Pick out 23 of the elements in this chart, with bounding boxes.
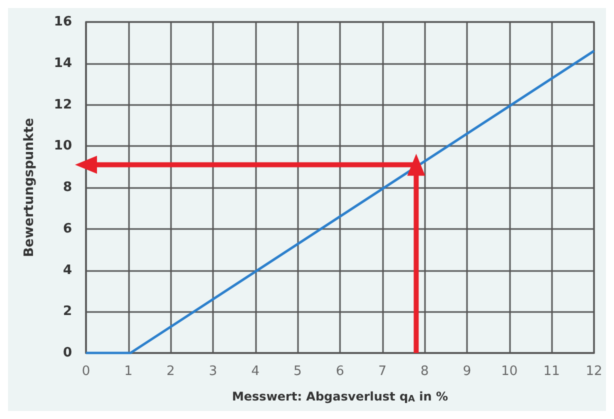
- y-tick-label: 12: [54, 97, 72, 112]
- y-tick-label: 8: [62, 180, 72, 195]
- x-tick-label: 12: [586, 364, 602, 379]
- x-tick-label: 11: [543, 364, 560, 379]
- y-tick-label: 4: [62, 262, 72, 278]
- y-axis-title: Bewertungspunkte: [22, 118, 37, 258]
- y-tick-label: 0: [62, 346, 72, 360]
- x-tick-label: 3: [208, 364, 218, 379]
- x-tick-label: 2: [166, 364, 175, 379]
- y-tick-label: 2: [62, 304, 72, 320]
- x-tick-label: 5: [294, 364, 302, 379]
- x-tick-label: 1: [124, 364, 132, 379]
- y-tick-label: 10: [54, 138, 72, 154]
- x-tick-label: 0: [82, 364, 90, 379]
- x-tick-label: 4: [251, 364, 260, 379]
- x-tick-label: 10: [501, 364, 518, 379]
- x-tick-label: 8: [420, 364, 429, 379]
- y-tick-label: 16: [54, 14, 72, 30]
- y-tick-label: 14: [54, 56, 72, 71]
- x-tick-label: 9: [462, 364, 472, 379]
- y-tick-label: 6: [62, 221, 72, 236]
- x-tick-label: 7: [378, 364, 386, 379]
- x-tick-label: 6: [336, 364, 344, 379]
